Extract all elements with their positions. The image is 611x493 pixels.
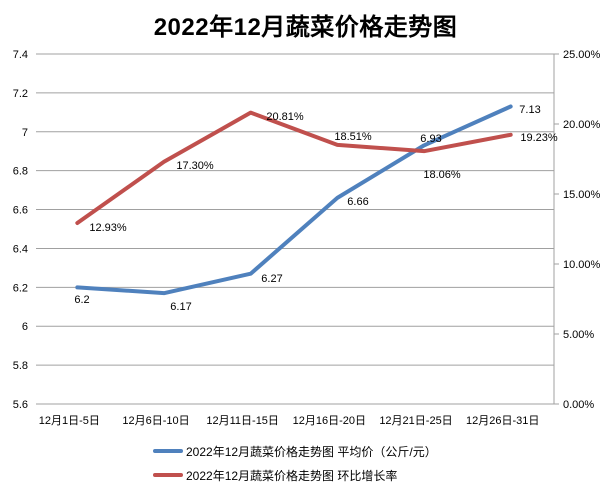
y-axis-left-tick-label: 6.8 (13, 166, 28, 178)
x-axis-tick-label: 12月21日-25日 (379, 415, 452, 427)
y-axis-left-tick-label: 6 (22, 321, 28, 333)
x-axis-tick-label: 12月16日-20日 (293, 415, 366, 427)
x-axis-tick-label: 12月6日-10日 (122, 415, 189, 427)
data-label: 20.81% (266, 111, 304, 123)
legend-label-average-price: 2022年12月蔬菜价格走势图 平均价（公斤/元） (186, 444, 437, 459)
data-label: 19.23% (520, 132, 558, 144)
legend-item-growth-rate: 2022年12月蔬菜价格走势图 环比增长率 (153, 467, 437, 483)
data-label: 6.66 (347, 196, 368, 208)
y-axis-right-tick-label: 15.00% (563, 189, 601, 201)
data-label: 6.2 (74, 294, 89, 306)
y-axis-left-tick-label: 6.6 (13, 205, 28, 217)
data-label: 6.17 (170, 301, 191, 313)
y-axis-left-tick-label: 7.2 (13, 88, 28, 100)
average-price-series-line (75, 104, 513, 296)
y-axis-left-tick-label: 6.4 (13, 243, 28, 255)
y-axis-right-tick-label: 10.00% (563, 259, 601, 271)
y-axis-left-tick-label: 5.6 (13, 399, 28, 411)
legend-label-growth-rate: 2022年12月蔬菜价格走势图 环比增长率 (186, 468, 398, 483)
legend-item-average-price: 2022年12月蔬菜价格走势图 平均价（公斤/元） (153, 443, 437, 459)
y-axis-left-tick-label: 7.4 (13, 49, 28, 61)
average-price-series-swatch (153, 449, 183, 453)
growth-rate-series-line (75, 110, 513, 225)
legend: 2022年12月蔬菜价格走势图 平均价（公斤/元） 2022年12月蔬菜价格走势… (153, 443, 437, 491)
data-label: 7.13 (519, 104, 540, 116)
data-label: 6.93 (420, 133, 441, 145)
x-axis-tick-label: 12月11日-15日 (206, 415, 279, 427)
y-axis-left-tick-label: 5.8 (13, 360, 28, 372)
y-axis-left-tick-label: 7 (22, 127, 28, 139)
data-label: 18.06% (423, 169, 461, 181)
growth-rate-series-swatch (153, 473, 183, 477)
y-axis-left-tick-label: 6.2 (13, 282, 28, 294)
x-axis-tick-label: 12月1日-5日 (39, 415, 100, 427)
y-axis-right-tick-label: 25.00% (563, 49, 601, 61)
data-label: 6.27 (261, 273, 282, 285)
y-axis-right-tick-label: 0.00% (563, 399, 594, 411)
data-label: 12.93% (89, 222, 127, 234)
y-axis-right-tick-label: 20.00% (563, 119, 601, 131)
data-label: 17.30% (176, 160, 214, 172)
chart-title: 2022年12月蔬菜价格走势图 (153, 14, 458, 41)
data-label: 18.51% (334, 131, 372, 143)
x-axis-tick-label: 12月26日-31日 (466, 415, 539, 427)
y-axis-right-tick-label: 5.00% (563, 329, 594, 341)
plot-area: 7.4 7.2 7 6.8 6.6 6.4 6.2 6 5.8 5.6 25.00% 20.00% 15… (13, 49, 601, 427)
